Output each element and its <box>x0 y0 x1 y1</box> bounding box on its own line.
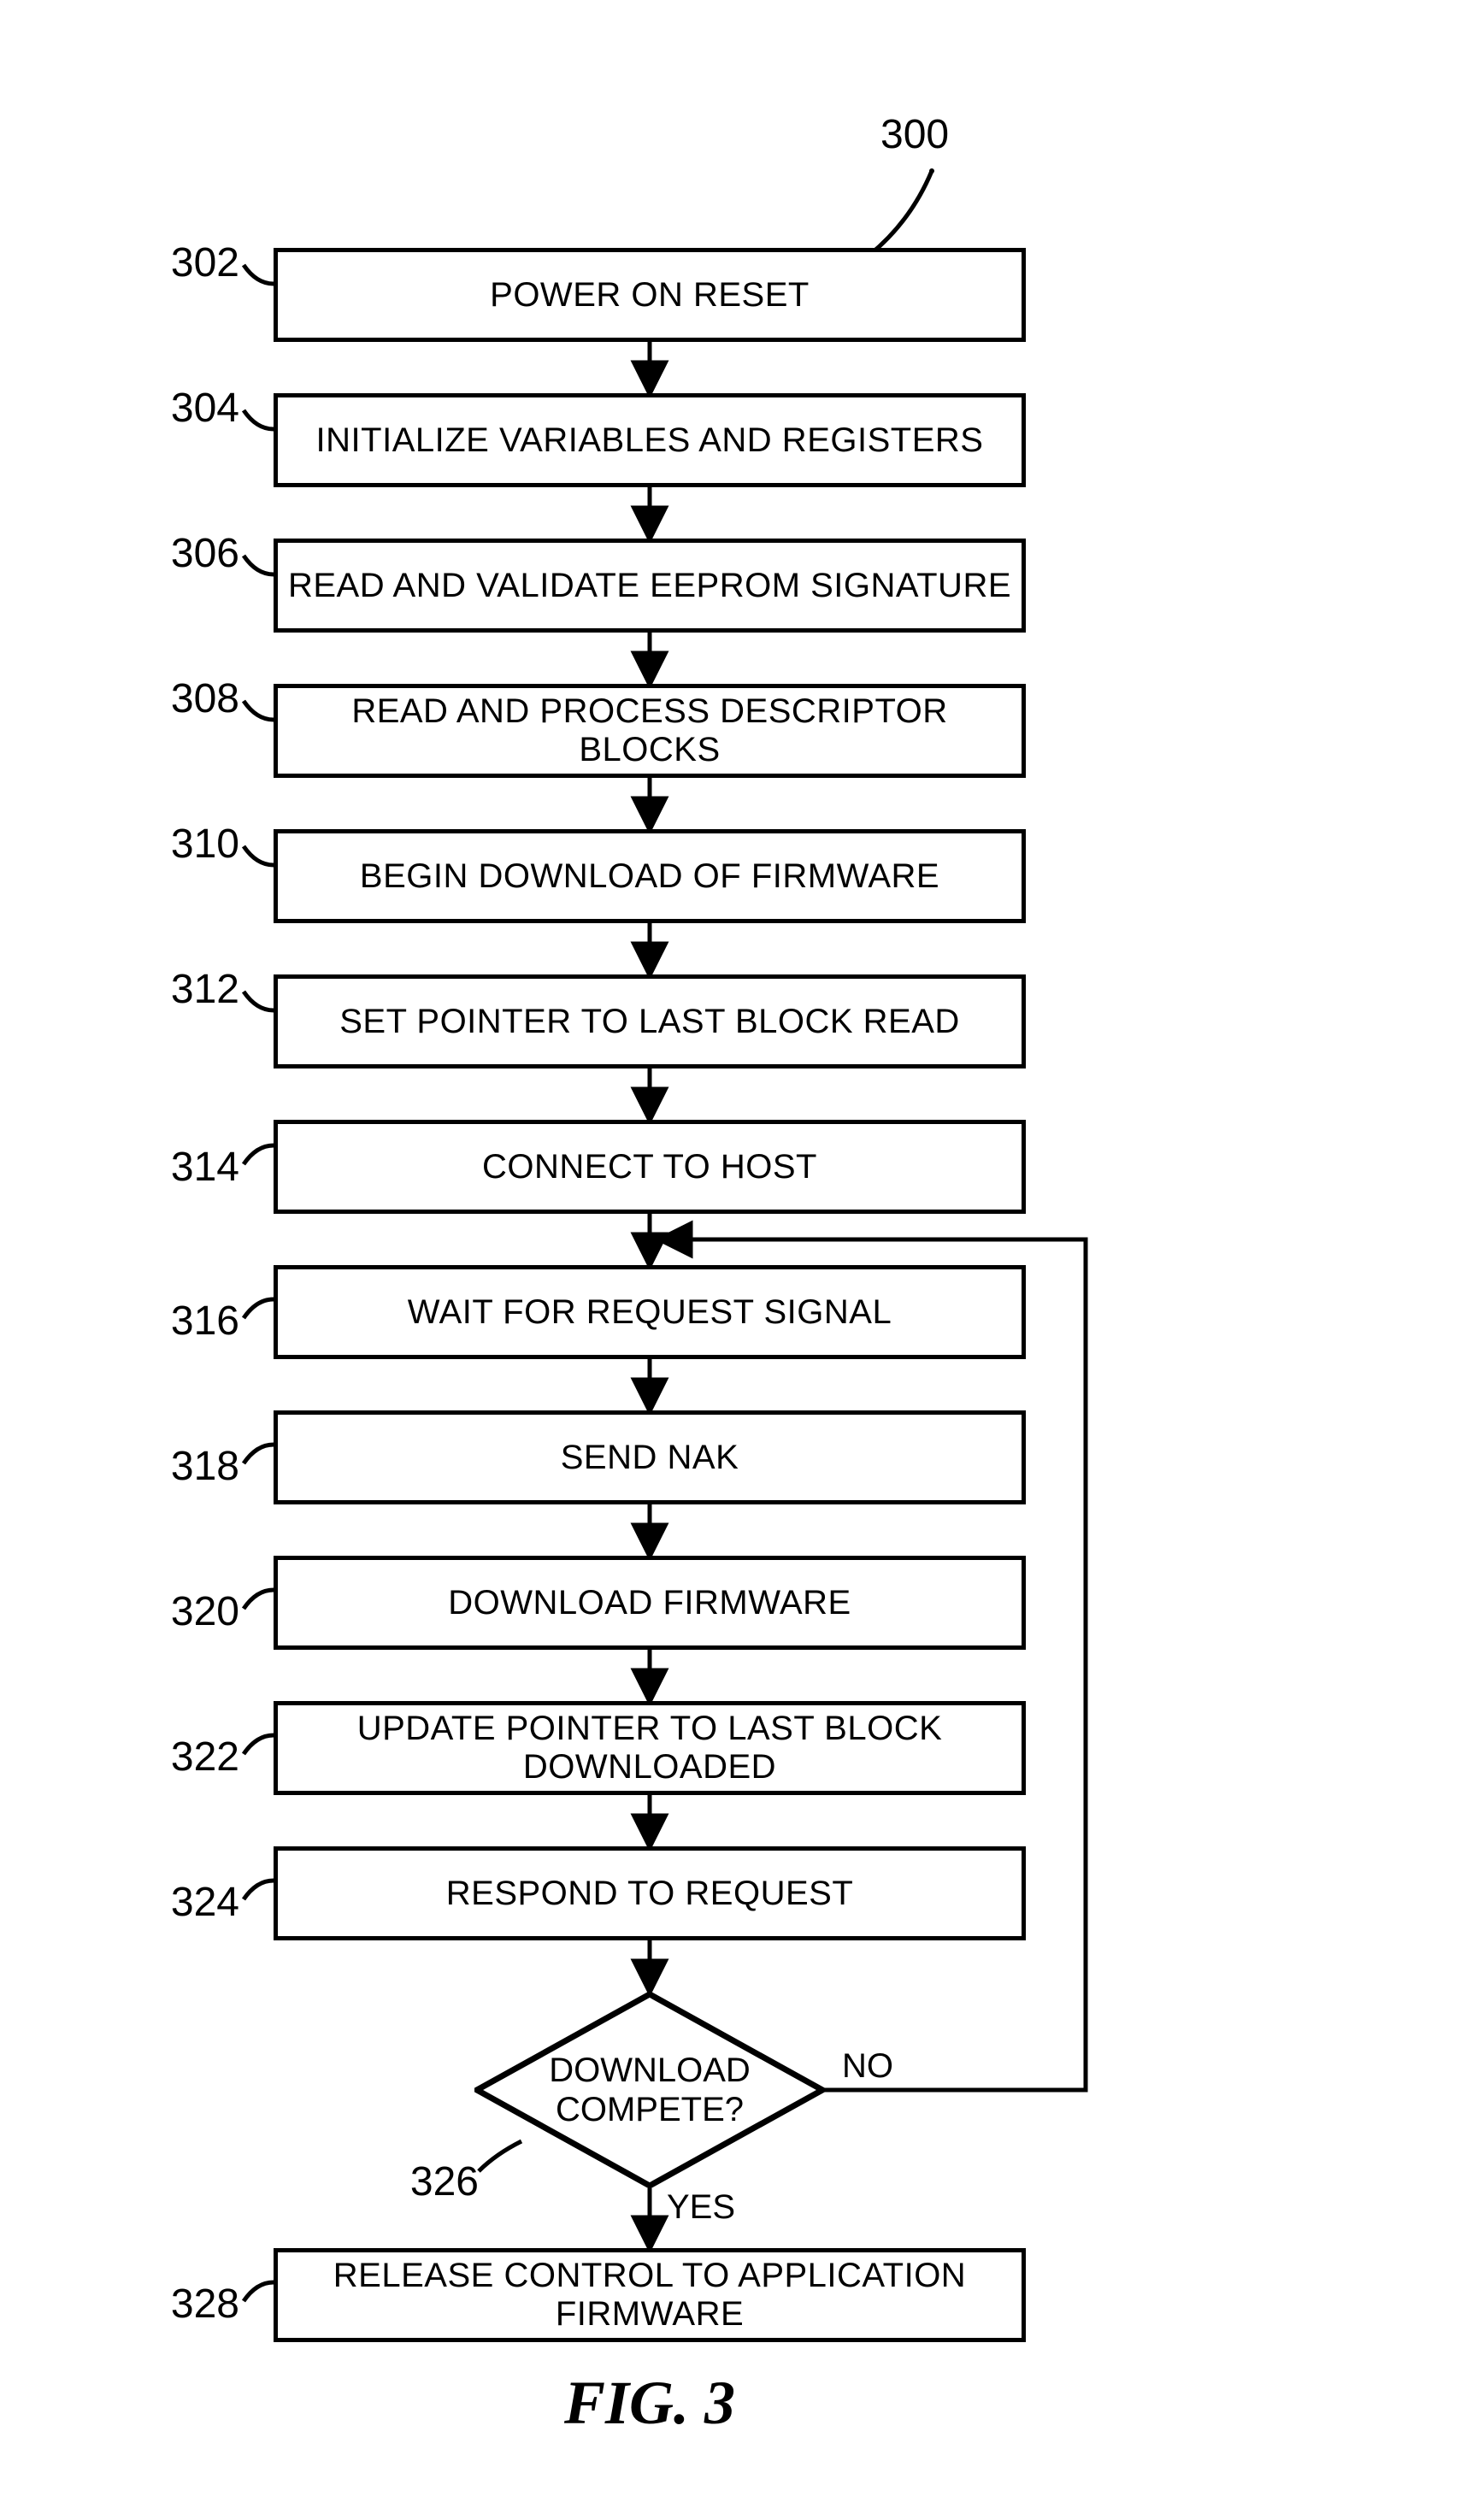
figure-caption: FIG. 3 <box>564 2368 735 2439</box>
ref-312: 312 <box>154 966 239 1013</box>
ref-328: 328 <box>154 2281 239 2328</box>
step-label: SET POINTER TO LAST BLOCK READ <box>339 1003 960 1041</box>
ref-326: 326 <box>402 2158 479 2205</box>
decision-label-line1: DOWNLOAD <box>549 2052 751 2089</box>
step-send-nak: SEND NAK <box>274 1410 1026 1504</box>
step-begin-download: BEGIN DOWNLOAD OF FIRMWARE <box>274 829 1026 923</box>
step-wait-request: WAIT FOR REQUEST SIGNAL <box>274 1265 1026 1359</box>
ref-316: 316 <box>154 1298 239 1345</box>
step-label: SEND NAK <box>561 1439 739 1477</box>
step-label: UPDATE POINTER TO LAST BLOCK DOWNLOADED <box>286 1710 1013 1787</box>
step-label: BEGIN DOWNLOAD OF FIRMWARE <box>360 857 939 896</box>
step-update-pointer: UPDATE POINTER TO LAST BLOCK DOWNLOADED <box>274 1701 1026 1795</box>
step-power-on-reset: POWER ON RESET <box>274 248 1026 342</box>
ref-302: 302 <box>154 239 239 286</box>
step-label: POWER ON RESET <box>490 276 810 315</box>
ref-322: 322 <box>154 1734 239 1781</box>
step-label: WAIT FOR REQUEST SIGNAL <box>408 1293 892 1332</box>
decision-download-complete: DOWNLOAD COMPETE? <box>474 1992 825 2188</box>
ref-306: 306 <box>154 530 239 577</box>
step-label: CONNECT TO HOST <box>482 1148 817 1186</box>
step-label: READ AND PROCESS DESCRIPTOR BLOCKS <box>286 692 1013 769</box>
step-label: READ AND VALIDATE EEPROM SIGNATURE <box>288 567 1011 605</box>
ref-304: 304 <box>154 385 239 432</box>
ref-314: 314 <box>154 1144 239 1191</box>
decision-label-line2: COMPETE? <box>556 2091 744 2128</box>
edge-no-label: NO <box>842 2047 893 2086</box>
ref-310: 310 <box>154 821 239 868</box>
step-download-firmware: DOWNLOAD FIRMWARE <box>274 1556 1026 1650</box>
step-label: DOWNLOAD FIRMWARE <box>448 1584 851 1622</box>
step-set-pointer: SET POINTER TO LAST BLOCK READ <box>274 974 1026 1068</box>
ref-320: 320 <box>154 1588 239 1635</box>
edge-yes-label: YES <box>667 2188 735 2227</box>
step-label: RELEASE CONTROL TO APPLICATION FIRMWARE <box>286 2257 1013 2334</box>
step-release-control: RELEASE CONTROL TO APPLICATION FIRMWARE <box>274 2248 1026 2342</box>
ref-324: 324 <box>154 1879 239 1926</box>
step-initialize: INITIALIZE VARIABLES AND REGISTERS <box>274 393 1026 487</box>
step-respond-request: RESPOND TO REQUEST <box>274 1846 1026 1940</box>
step-validate-eeprom: READ AND VALIDATE EEPROM SIGNATURE <box>274 539 1026 633</box>
ref-308: 308 <box>154 675 239 722</box>
step-connect-host: CONNECT TO HOST <box>274 1120 1026 1214</box>
flowchart-canvas: 300 POWER ON RESET 302 INITIALIZE VARIAB… <box>0 0 1484 2496</box>
step-read-descriptors: READ AND PROCESS DESCRIPTOR BLOCKS <box>274 684 1026 778</box>
step-label: RESPOND TO REQUEST <box>446 1875 854 1913</box>
figure-ref-number: 300 <box>880 111 949 158</box>
ref-318: 318 <box>154 1443 239 1490</box>
step-label: INITIALIZE VARIABLES AND REGISTERS <box>316 421 984 460</box>
